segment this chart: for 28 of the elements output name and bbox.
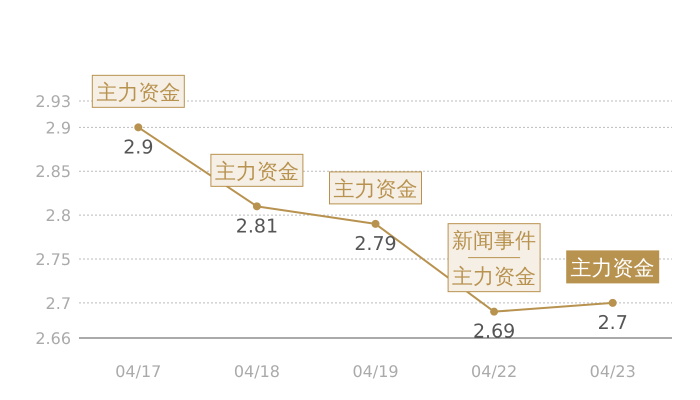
- y-tick-label: 2.66: [35, 329, 71, 348]
- data-label: 2.81: [236, 215, 278, 238]
- data-label: 2.7: [598, 312, 628, 334]
- x-tick-label: 04/18: [234, 362, 280, 381]
- y-tick-label: 2.75: [35, 250, 71, 269]
- annotation: 主力资金: [96, 80, 180, 104]
- point: [608, 298, 617, 307]
- annotation: 主力资金: [570, 256, 655, 280]
- data-label: 2.79: [354, 232, 397, 255]
- x-tick-label: 04/23: [590, 362, 636, 381]
- x-tick-label: 04/22: [471, 362, 518, 381]
- point: [252, 202, 261, 210]
- y-tick-label: 2.93: [35, 92, 71, 111]
- y-tick-label: 2.9: [46, 118, 71, 138]
- annotation: 主力资金: [452, 264, 536, 289]
- point: [490, 308, 498, 316]
- y-tick-label: 2.8: [46, 206, 71, 226]
- x-tick-label: 04/19: [352, 362, 399, 381]
- annotation: 新闻事件: [452, 228, 536, 253]
- annotation: 主力资金: [214, 159, 299, 184]
- data-label: 2.9: [123, 136, 154, 158]
- point: [372, 220, 380, 228]
- point: [134, 123, 142, 132]
- x-tick-label: 04/17: [115, 362, 162, 381]
- y-tick-label: 2.7: [46, 294, 71, 313]
- data-label: 2.69: [472, 320, 516, 343]
- y-tick-label: 2.85: [35, 162, 71, 182]
- annotation: 主力资金: [334, 176, 418, 201]
